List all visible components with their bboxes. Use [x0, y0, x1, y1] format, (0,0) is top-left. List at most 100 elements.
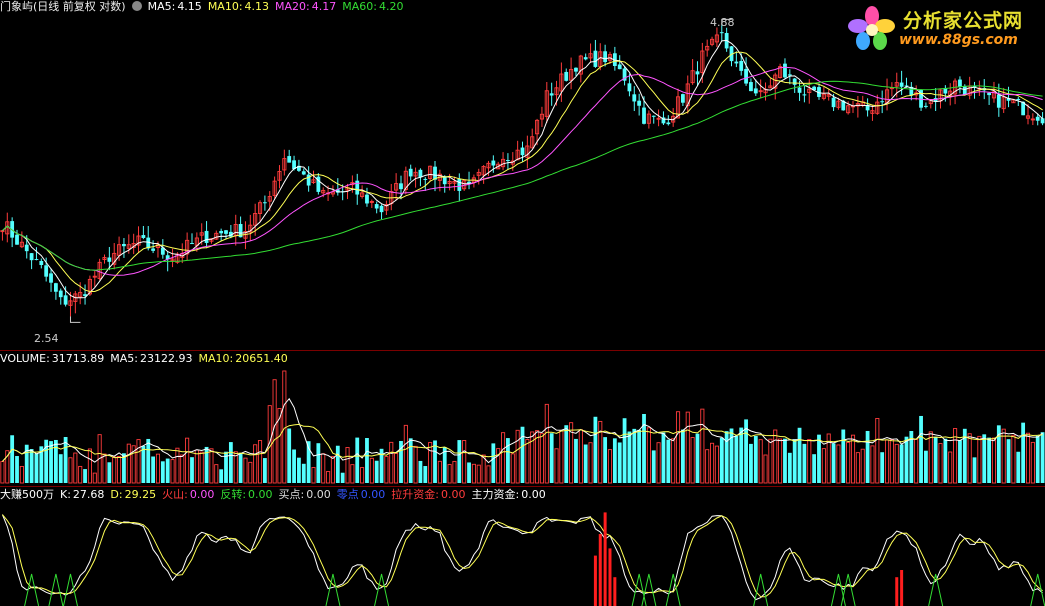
volume-bar — [544, 403, 549, 484]
candle-body — [185, 239, 190, 255]
candle-body — [316, 176, 321, 192]
logo-url[interactable]: www.88gs.com — [899, 32, 1018, 48]
candle-body — [812, 86, 817, 91]
candle-body — [797, 87, 802, 93]
volume-bar — [1030, 441, 1035, 484]
candle-body — [190, 243, 194, 245]
candle-body — [544, 90, 549, 117]
ma10-line — [2, 51, 1043, 292]
huoshan-value: 0.00 — [189, 488, 215, 501]
candle-body — [423, 178, 428, 180]
volume-bar — [78, 465, 83, 484]
volume-bar — [729, 428, 734, 483]
candle-body — [617, 64, 622, 70]
candle-body — [1030, 118, 1035, 121]
candle-body — [321, 189, 326, 194]
volume-bar — [399, 440, 403, 483]
zhuli-value: 0.00 — [521, 488, 546, 501]
volume-bar — [627, 431, 632, 483]
candle-body — [846, 105, 851, 114]
ma5-label: MA5: — [147, 0, 176, 13]
candle-body — [394, 183, 399, 191]
volume-bar — [34, 453, 39, 483]
volume-bar — [87, 448, 92, 484]
volume-bar — [44, 439, 49, 483]
volume-bar — [471, 463, 476, 484]
volume-bar — [39, 446, 44, 483]
candle-body — [457, 178, 462, 191]
candle-body — [588, 53, 593, 59]
candle-body — [365, 194, 369, 204]
candle-body — [826, 94, 831, 97]
maidian-value: 0.00 — [306, 488, 331, 501]
volume-bar — [865, 430, 870, 483]
volume-bar — [447, 464, 452, 484]
volume-bar — [821, 448, 826, 484]
candle-body — [24, 244, 29, 252]
volume-bar — [243, 457, 248, 484]
candle-body — [92, 275, 97, 278]
volume-label: VOLUME: — [0, 352, 50, 365]
volume-bar — [175, 447, 180, 484]
volume-bar — [1025, 432, 1031, 484]
volume-bar — [63, 437, 68, 483]
candle-body — [506, 160, 510, 162]
candle-body — [486, 162, 491, 169]
candle-body — [778, 66, 783, 78]
candle-body — [481, 166, 486, 176]
panel-separator — [0, 350, 1045, 351]
ma60-label: MA60: — [342, 0, 377, 13]
candle-body — [753, 88, 758, 94]
indicator-name[interactable]: 大赚500万 — [0, 488, 54, 501]
indicator-chart[interactable] — [0, 502, 1045, 606]
volume-bar — [987, 437, 992, 483]
buy-signal-marker — [24, 573, 40, 606]
volume-bar — [326, 471, 331, 484]
volume-bar — [1016, 451, 1021, 483]
candle-body — [744, 68, 748, 84]
candle-body — [749, 82, 753, 92]
buy-signal-marker — [830, 573, 846, 606]
buy-signal-marker — [665, 573, 681, 606]
candle-body — [39, 260, 44, 266]
candle-body — [491, 160, 496, 166]
candle-body — [695, 71, 700, 75]
signal-bar — [603, 512, 607, 606]
candle-body — [68, 300, 73, 306]
volume-ma5-line — [2, 397, 1043, 464]
stock-title[interactable]: 门象屿(日线 前复权 对数) — [0, 0, 126, 13]
volume-bar — [559, 430, 564, 484]
volume-bar — [535, 430, 540, 484]
candle-body — [384, 204, 389, 211]
volume-bar — [802, 443, 807, 483]
volume-bar — [797, 427, 802, 483]
candle-body — [19, 241, 24, 248]
volume-bar — [675, 411, 681, 484]
candle-body — [817, 87, 821, 97]
fanzhuan-label: 反转: — [220, 488, 247, 501]
volume-bar — [1021, 422, 1026, 483]
volume-bar — [807, 438, 812, 484]
volume-bar — [1006, 439, 1011, 483]
volume-bar — [311, 467, 316, 484]
price-chart[interactable] — [0, 12, 1045, 350]
candle-body — [622, 68, 627, 81]
ma5-line — [2, 39, 1043, 299]
candle-body — [58, 290, 63, 298]
candle-body — [355, 180, 360, 195]
volume-bar — [666, 439, 671, 483]
volume-bar — [330, 456, 335, 484]
candle-body — [122, 243, 126, 247]
volume-bar — [423, 466, 428, 483]
volume-chart[interactable] — [0, 367, 1045, 485]
candle-body — [943, 87, 948, 94]
d-label: D: — [110, 488, 123, 501]
volume-bar — [520, 426, 525, 483]
candle-body — [136, 235, 141, 246]
volume-bar — [491, 443, 496, 483]
gear-icon[interactable] — [131, 1, 142, 11]
volume-bar — [919, 415, 923, 483]
volume-bar — [870, 445, 875, 484]
volume-bar — [744, 419, 748, 483]
volume-bar — [841, 429, 846, 483]
